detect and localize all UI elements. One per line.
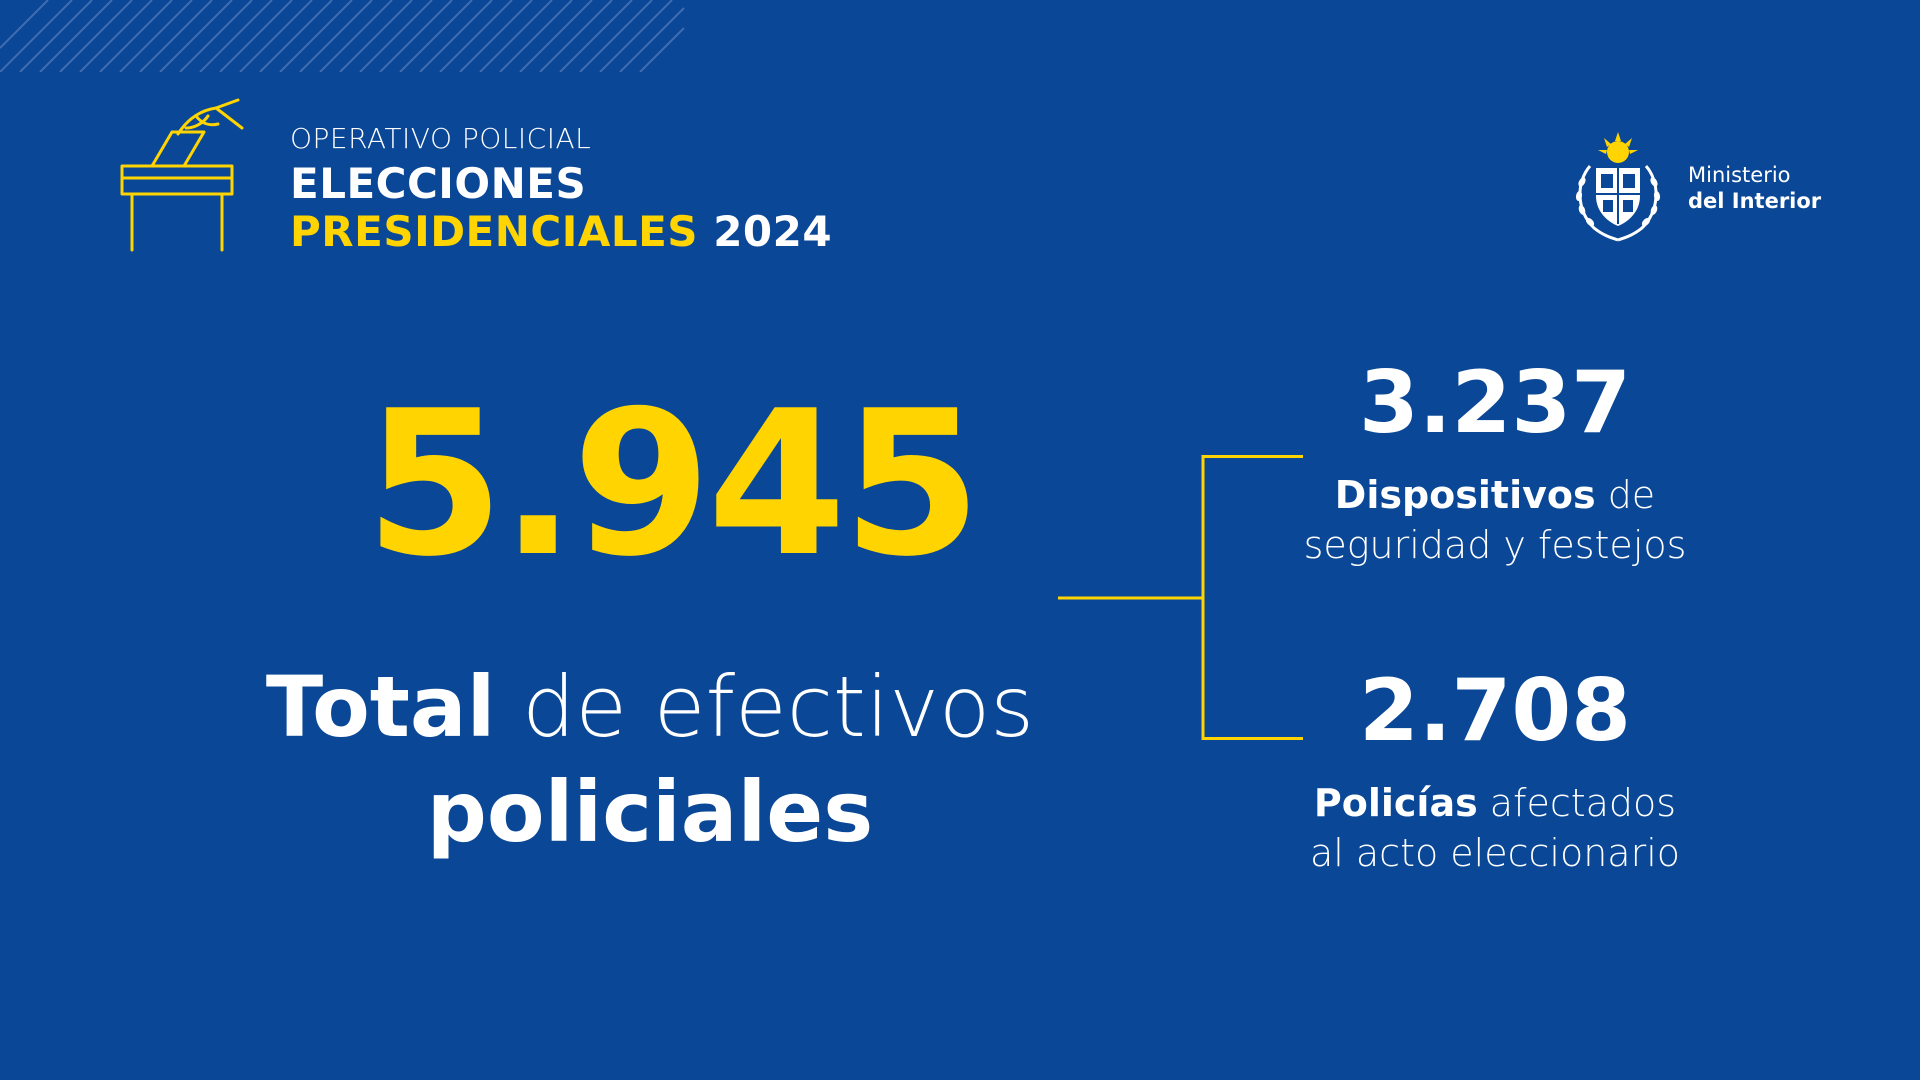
total-label-bold: Total [265,658,496,756]
total-label: Total de efectivos policiales [200,655,1100,865]
header-subtitle-highlight: PRESIDENCIALES [290,207,699,256]
stat-desc-bold: Dispositivos [1334,473,1596,517]
bracket-connector [1058,455,1303,740]
ministry-line2: del Interior [1688,189,1822,213]
total-label-rest: de efectivos [495,658,1035,756]
stat-number: 2.708 [1358,661,1632,761]
stat-desc-rest: de [1595,473,1656,517]
stat-devices: 3.237 Dispositivos de seguridad y festej… [1235,360,1755,570]
coat-of-arms-icon [1575,132,1661,242]
stat-desc-line2: al acto eleccionario [1309,831,1681,876]
header-year: 2024 [713,207,833,256]
ministry-logo: Ministerio del Interior [1570,132,1821,244]
total-label-line1: Total de efectivos [200,655,1100,760]
ministry-line1: Ministerio [1688,162,1791,187]
stat-number: 3.237 [1358,353,1632,453]
decorative-stripes [0,0,685,72]
stat-description: Policías afectados al acto eleccionario [1235,778,1755,878]
stat-desc-rest: afectados [1477,781,1677,825]
total-number: 5.945 [365,368,982,601]
ballot-box-icon [120,98,244,252]
total-label-line2: policiales [426,763,874,861]
stat-desc-bold: Policías [1313,781,1478,825]
header-title: ELECCIONES [290,159,587,208]
ministry-name: Ministerio del Interior [1688,162,1821,215]
header-subtitle: PRESIDENCIALES 2024 [290,211,832,253]
stat-desc-line2: seguridad y festejos [1303,523,1687,568]
header-block: OPERATIVO POLICIAL ELECCIONES PRESIDENCI… [290,125,832,253]
header-overline: OPERATIVO POLICIAL [290,122,592,155]
stat-police: 2.708 Policías afectados al acto eleccio… [1235,668,1755,878]
stat-description: Dispositivos de seguridad y festejos [1235,470,1755,570]
